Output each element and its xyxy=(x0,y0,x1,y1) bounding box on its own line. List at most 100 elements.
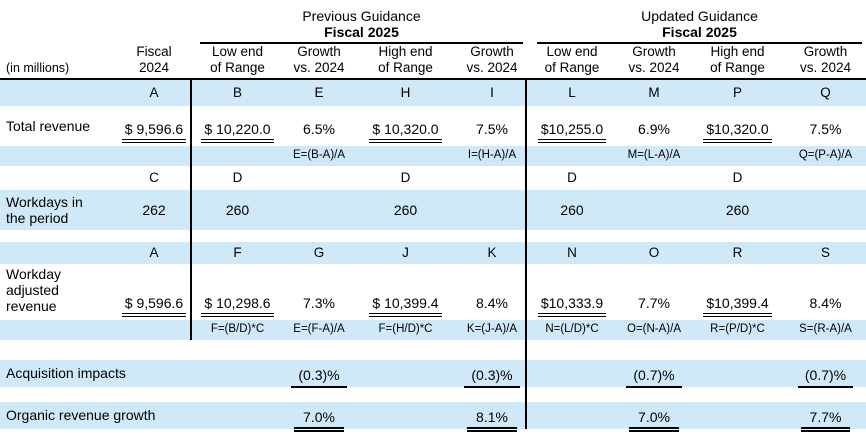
letter-cell-b: B xyxy=(232,85,242,101)
formula-spacer xyxy=(118,320,190,340)
total-revenue-fiscal-2024: $ 9,596.6 xyxy=(118,106,190,146)
formula-spacer xyxy=(526,146,618,166)
divider-fiscal2024-previous xyxy=(190,80,192,340)
organic-revenue-growth-label: Organic revenue growth xyxy=(6,407,156,424)
acquisition-upd-low-growth: (0.7)% xyxy=(618,360,690,388)
acquisition-spacer xyxy=(690,360,785,387)
workdays-prev-high: 260 xyxy=(393,201,418,218)
letter-row-1: A B E H I L M P Q xyxy=(0,80,866,106)
letter-cell-h: H xyxy=(400,85,411,101)
col-header-upd-growth-high: Growth vs. 2024 xyxy=(799,44,852,75)
letter-cell-d: D xyxy=(732,170,743,186)
letter-row-2: C D D D D xyxy=(0,166,866,190)
units-label: (in millions) xyxy=(6,60,70,75)
spacer-row xyxy=(0,340,866,360)
acquisition-upd-high-growth: (0.7)% xyxy=(785,360,866,388)
spacer-row xyxy=(0,387,866,402)
letter-row-3: A F G J K N O R S xyxy=(0,242,866,264)
updated-guidance-subtitle: Fiscal 2025 xyxy=(662,24,737,40)
formula-spacer xyxy=(690,146,785,166)
letter-cell-q: Q xyxy=(820,85,831,101)
workday-adjusted-label: Workday adjusted revenue xyxy=(6,266,61,315)
letter-cell-o: O xyxy=(648,245,660,261)
formula-f: F=(B/D)*C xyxy=(210,323,265,336)
col-header-fiscal-2024: Fiscal 2024 xyxy=(136,44,172,75)
workday-adjusted-upd-growth-low: 7.7% xyxy=(638,294,670,311)
organic-prev-low-growth: 7.0% xyxy=(285,402,353,433)
letter-cell-p: P xyxy=(732,85,742,101)
workday-adjusted-prev-high: $ 10,399.4 xyxy=(353,264,458,320)
letter-cell xyxy=(285,166,353,190)
col-header-prev-growth-high: Growth vs. 2024 xyxy=(466,44,518,75)
formula-s: S=(R-A)/A xyxy=(799,323,852,336)
letter-cell-m: M xyxy=(648,85,660,101)
total-revenue-upd-high: $10,320.0 xyxy=(690,106,785,146)
col-header-prev-growth-low: Growth vs. 2024 xyxy=(293,44,345,75)
letter-cell-a: A xyxy=(149,85,159,101)
formula-spacer xyxy=(0,320,118,340)
workdays-row: Workdays in the period 262 260 260 260 2… xyxy=(0,190,866,230)
formula-o: O=(N-A)/A xyxy=(627,323,681,336)
workdays-label: Workdays in the period xyxy=(6,193,83,226)
formula-k: K=(J-A)/A xyxy=(466,323,518,336)
col-header-upd-low: Low end of Range xyxy=(544,44,600,75)
letter-cell-i: I xyxy=(490,85,494,101)
workday-adjusted-prev-growth-low: 7.3% xyxy=(303,294,335,311)
divider-previous-updated xyxy=(525,80,527,429)
organic-revenue-growth-row: Organic revenue growth 7.0% 8.1% 7.0% 7.… xyxy=(0,402,866,433)
letter-cell xyxy=(618,166,690,190)
total-revenue-upd-growth-high: 7.5% xyxy=(809,120,842,137)
total-revenue-label: Total revenue xyxy=(6,117,91,134)
acquisition-spacer xyxy=(190,360,285,387)
letter-cell-s: S xyxy=(820,245,830,261)
total-revenue-prev-growth-high: 7.5% xyxy=(476,120,508,137)
letter-cell-j: J xyxy=(402,245,409,261)
organic-spacer xyxy=(353,402,458,429)
letter-cell-r: R xyxy=(732,245,743,261)
organic-upd-high-growth: 7.7% xyxy=(785,402,866,433)
formula-row-2: F=(B/D)*C E=(F-A)/A F=(H/D)*C K=(J-A)/A … xyxy=(0,320,866,340)
workday-adjusted-row: Workday adjusted revenue $ 9,596.6 $ 10,… xyxy=(0,264,866,320)
spacer-row xyxy=(0,429,866,444)
letter-cell-d: D xyxy=(567,170,577,186)
letter-cell-e: E xyxy=(314,85,324,101)
total-revenue-prev-low: $ 10,220.0 xyxy=(190,106,285,146)
workdays-spacer xyxy=(618,190,690,230)
letter-cell xyxy=(0,242,118,264)
formula-spacer xyxy=(118,146,190,166)
letter-cell-c: C xyxy=(149,170,159,186)
formula-spacer xyxy=(0,146,118,166)
letter-cell-n: N xyxy=(567,245,577,261)
previous-guidance-subtitle: Fiscal 2025 xyxy=(324,24,399,40)
workdays-spacer xyxy=(285,190,353,230)
workdays-prev-low: 260 xyxy=(225,201,250,218)
formula-spacer xyxy=(353,146,458,166)
workday-adjusted-upd-growth-high: 8.4% xyxy=(809,294,842,311)
letter-cell xyxy=(785,166,866,190)
total-revenue-prev-growth-low: 6.5% xyxy=(303,120,335,137)
formula-q: Q=(P-A)/A xyxy=(798,149,853,162)
col-header-prev-low: Low end of Range xyxy=(210,44,265,75)
letter-cell-d: D xyxy=(400,170,411,186)
acquisition-prev-high-growth: (0.3)% xyxy=(458,360,526,388)
workday-adjusted-prev-growth-high: 8.4% xyxy=(476,294,508,311)
updated-guidance-underline: Updated Guidance Fiscal 2025 xyxy=(537,0,862,44)
letter-cell-d: D xyxy=(232,170,243,186)
workdays-spacer xyxy=(785,190,866,230)
letter-cell-l: L xyxy=(568,85,576,101)
formula-e: E=(B-A)/A xyxy=(292,149,346,162)
spacer-row xyxy=(0,230,866,242)
letter-cell-k: K xyxy=(487,245,497,261)
updated-guidance-title: Updated Guidance xyxy=(641,8,758,24)
workday-adjusted-upd-high: $10,399.4 xyxy=(690,264,785,320)
formula-e2: E=(F-A)/A xyxy=(293,323,345,336)
letter-cell xyxy=(0,166,118,190)
updated-guidance-group: Updated Guidance Fiscal 2025 xyxy=(526,0,866,44)
workdays-upd-low: 260 xyxy=(560,201,584,218)
formula-row-1: E=(B-A)/A I=(H-A)/A M=(L-A)/A Q=(P-A)/A xyxy=(0,146,866,166)
organic-upd-low-growth: 7.0% xyxy=(618,402,690,433)
total-revenue-prev-high: $ 10,320.0 xyxy=(353,106,458,146)
acquisition-spacer xyxy=(353,360,458,387)
workdays-upd-high: 260 xyxy=(725,201,750,218)
previous-guidance-title: Previous Guidance xyxy=(302,8,421,24)
